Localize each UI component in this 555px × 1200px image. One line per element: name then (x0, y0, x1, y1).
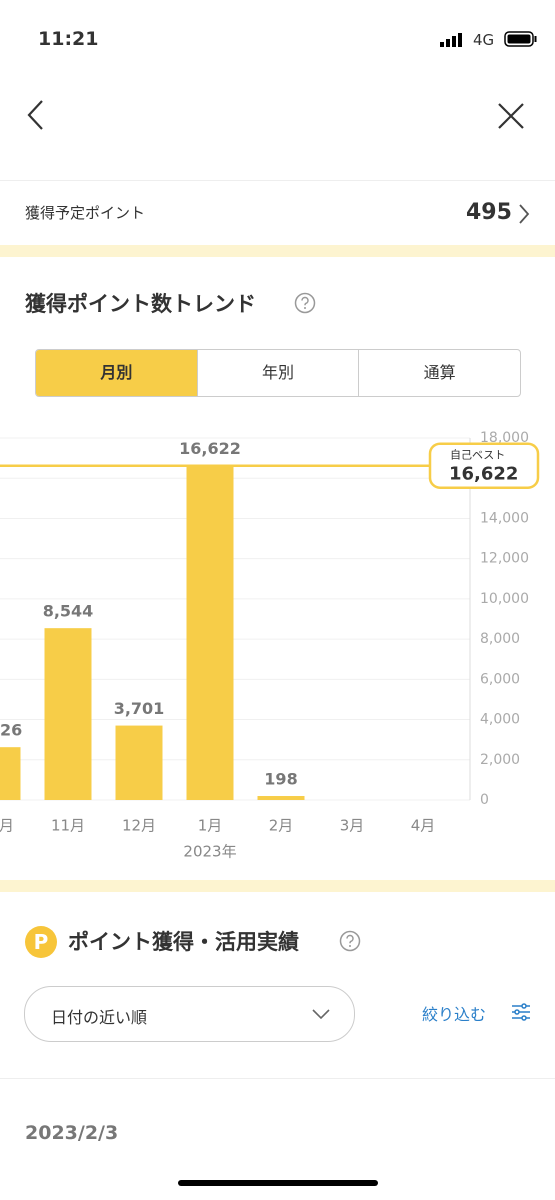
help-icon[interactable] (339, 930, 361, 952)
x-tick-label: 4月 (411, 817, 436, 835)
bar (115, 725, 163, 800)
divider (0, 180, 555, 181)
bar (186, 465, 234, 800)
band (0, 245, 555, 257)
x-tick-label: 11月 (51, 817, 85, 835)
network: 4G (473, 31, 495, 49)
y-tick-label: 18,000 (480, 430, 529, 446)
points-row[interactable]: 獲得予定ポイント 495 (0, 182, 555, 244)
value-label: 8,544 (43, 602, 94, 621)
value-label: 2,626 (0, 721, 22, 740)
chevron (519, 204, 530, 224)
y-tick-label: 12,000 (480, 551, 529, 567)
battery-icon (504, 31, 538, 51)
y-tick-label: 0 (480, 792, 489, 808)
home-indicator (178, 1180, 378, 1186)
tab[interactable]: 通算 (358, 350, 520, 396)
y-tick-label: 2,000 (480, 752, 520, 768)
sort-label: 日付の近い順 (51, 1008, 148, 1027)
y-tick-label: 10,000 (480, 591, 529, 607)
sort-dropdown[interactable]: 日付の近い順 (24, 986, 355, 1042)
x-tick-label: 2月 (269, 817, 294, 835)
back-button[interactable] (22, 98, 52, 132)
x-tick-label: 10月 (0, 817, 14, 835)
points-value: 495 (466, 200, 512, 225)
value-label: 198 (264, 770, 297, 789)
close-button[interactable] (495, 100, 527, 132)
band (0, 880, 555, 892)
divider (0, 1078, 555, 1079)
y-tick-label: 8,000 (480, 631, 520, 647)
bar (44, 628, 92, 800)
bar (257, 796, 305, 800)
help-icon[interactable] (294, 292, 316, 314)
best-caption: 自己ベスト (450, 449, 505, 462)
filter-icon[interactable] (510, 1002, 532, 1022)
x-tick-label: 1月 (198, 817, 223, 835)
best-callout (428, 442, 540, 489)
value-label: 16,622 (179, 439, 241, 458)
chart: 0 2,000 4,000 6,000 8,000 10,000 12,000 14,000 1… (0, 430, 540, 861)
y-tick-label: 14,000 (480, 510, 529, 526)
tabs: 月別 年別 通算 (35, 349, 521, 397)
best-value: 16,622 (449, 464, 518, 485)
y-tick-label: 4,000 (480, 712, 520, 728)
tab[interactable]: 月別 (36, 350, 197, 396)
time: 11:21 (38, 28, 99, 50)
date-heading: 2023/2/3 (25, 1122, 119, 1144)
signal-icon (440, 32, 464, 47)
x-tick-label: 3月 (340, 817, 365, 835)
history-title: ポイント獲得・活用実績 (68, 930, 299, 954)
filter-button[interactable]: 絞り込む (422, 1005, 487, 1024)
points-label: 獲得予定ポイント (25, 204, 146, 222)
value-label: 3,701 (114, 699, 165, 718)
tab[interactable]: 年別 (196, 350, 359, 396)
trend-title: 獲得ポイント数トレンド (25, 292, 256, 316)
year-label: 2023年 (183, 843, 236, 861)
x-tick-label: 12月 (122, 817, 156, 835)
bar (0, 747, 21, 800)
dropdown-arrow (312, 1009, 330, 1020)
y-tick-label: 6,000 (480, 671, 520, 687)
point-icon: P (25, 926, 57, 958)
